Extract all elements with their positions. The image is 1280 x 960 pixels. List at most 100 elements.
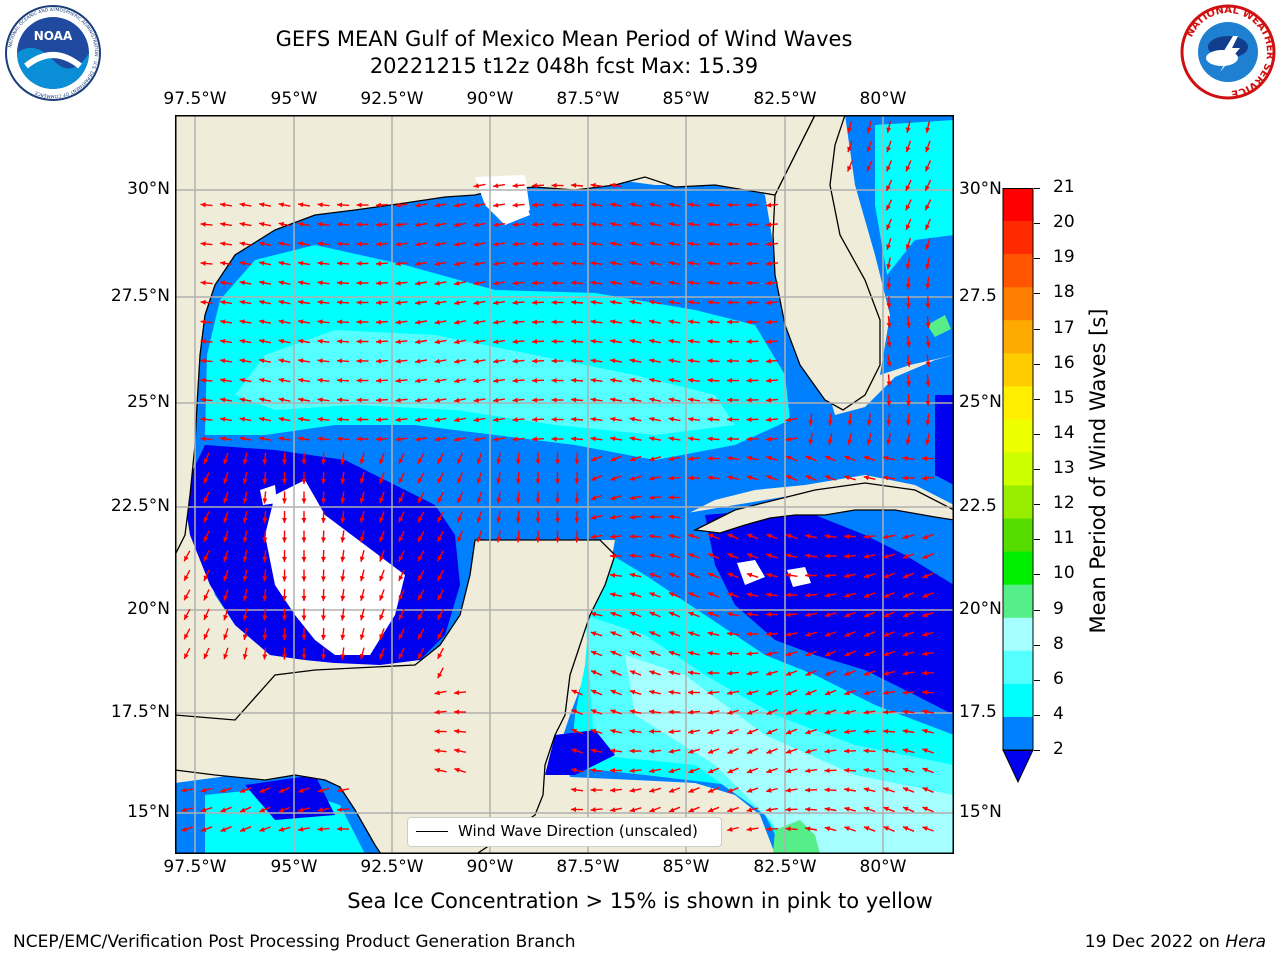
wind-arrow-head [905,244,911,250]
wind-arrow-head [415,261,421,267]
wind-arrow-head [476,458,482,465]
wind-arrow-head [727,631,733,637]
wind-arrow-head [555,518,560,523]
wind-arrow-head [746,280,752,286]
wind-arrow-head [571,358,577,364]
wind-arrow-head [707,416,713,422]
wind-arrow-head [259,241,265,247]
wind-arrow-head [610,807,616,813]
colorbar-tick-mark [1034,293,1040,295]
wind-arrow-head [629,338,635,344]
wind-arrow-head [785,417,791,423]
wind-arrow-head [356,378,362,383]
wind-arrow-head [824,729,831,735]
wind-arrow-head [242,654,248,660]
wind-arrow-head [437,575,443,581]
wind-arrow-head [317,241,323,247]
wind-arrow-head [808,439,814,445]
colorbar-tick-label: 17 [1053,317,1075,338]
wind-arrow-head [262,595,268,601]
wind-arrow-head [610,592,616,598]
wind-arrow-head [356,202,362,208]
wind-arrow-head [415,358,421,364]
wind-arrow-head [340,478,346,484]
wind-arrow-head [359,478,365,484]
wind-arrow-head [220,241,226,247]
wind-arrow-head [418,516,423,523]
wind-arrow-head [317,299,323,305]
wind-arrow-head [532,378,538,383]
wind-arrow-head [220,358,226,364]
wind-arrow-head [434,339,440,345]
wind-arrow-head [590,495,597,501]
wind-arrow-head [321,478,326,484]
wind-arrow-head [242,498,248,504]
wind-arrow-head [905,127,911,133]
wind-arrow-head [785,455,792,461]
wind-arrow-head [437,477,443,484]
wind-arrow-head [824,690,831,696]
wind-arrow-head [473,183,479,189]
wind-arrow-head [883,455,889,461]
wind-arrow-head [746,768,753,774]
wind-arrow-head [883,670,889,676]
wind-arrow-head [805,612,811,618]
wind-arrow-head [437,555,443,562]
wind-arrow-head [220,280,226,286]
wind-arrow-head [925,224,930,230]
wind-arrow-head [282,615,287,621]
wind-arrow-head [590,767,596,773]
wind-arrow-head [902,651,909,657]
wind-arrow-head [379,653,384,660]
wind-arrow-head [727,592,733,598]
wind-arrow-head [200,260,206,266]
wind-arrow-head [223,458,229,465]
wind-arrow-head [629,260,635,266]
wind-arrow-head [629,670,636,675]
wind-arrow-head [203,555,209,562]
wind-arrow-head [493,417,499,423]
wind-arrow-head [649,592,655,597]
wind-arrow-head [359,497,365,504]
wind-arrow-head [434,358,440,364]
wind-arrow-head [746,436,752,442]
wind-arrow-head [203,536,209,542]
wind-arrow-head [337,416,343,422]
wind-arrow-head [668,788,675,793]
colorbar-tick-label: 2 [1053,739,1064,759]
wind-arrow-head [379,536,384,543]
wind-arrow-head [298,416,304,422]
wind-arrow-head [925,283,931,289]
wind-arrow-head [317,436,323,442]
wind-arrow-head [515,478,521,484]
wind-arrow-head [668,397,674,403]
wind-arrow-head [476,536,482,543]
wind-arrow-head [203,458,209,464]
wind-arrow-head [551,436,557,442]
wind-arrow-head [262,537,268,543]
wind-arrow-head [590,728,597,734]
wind-arrow-head [415,397,421,403]
wind-arrow-head [649,533,655,539]
wind-arrow-head [902,534,909,540]
colorbar-tick-label: 13 [1053,458,1075,478]
wind-arrow-head [262,498,268,504]
wind-arrow-head [883,767,889,773]
colorbar-segment [1003,584,1033,619]
wind-arrow-head [902,728,908,734]
wind-arrow-head [649,748,655,754]
wind-arrow-head [886,342,892,348]
wind-arrow-head [571,689,577,695]
wind-arrow-head [340,634,346,640]
wind-arrow-head [200,241,206,247]
wind-arrow-head [203,633,209,640]
wind-arrow-head [785,826,791,832]
wind-arrow-head [590,514,597,520]
wind-arrow-head [649,650,655,656]
wind-arrow-head [259,260,265,266]
wind-arrow-head [223,478,229,484]
wind-arrow-head [746,611,752,617]
wind-arrow-head [610,689,616,695]
wind-arrow-head [340,654,346,660]
wind-arrow-head [863,671,870,676]
